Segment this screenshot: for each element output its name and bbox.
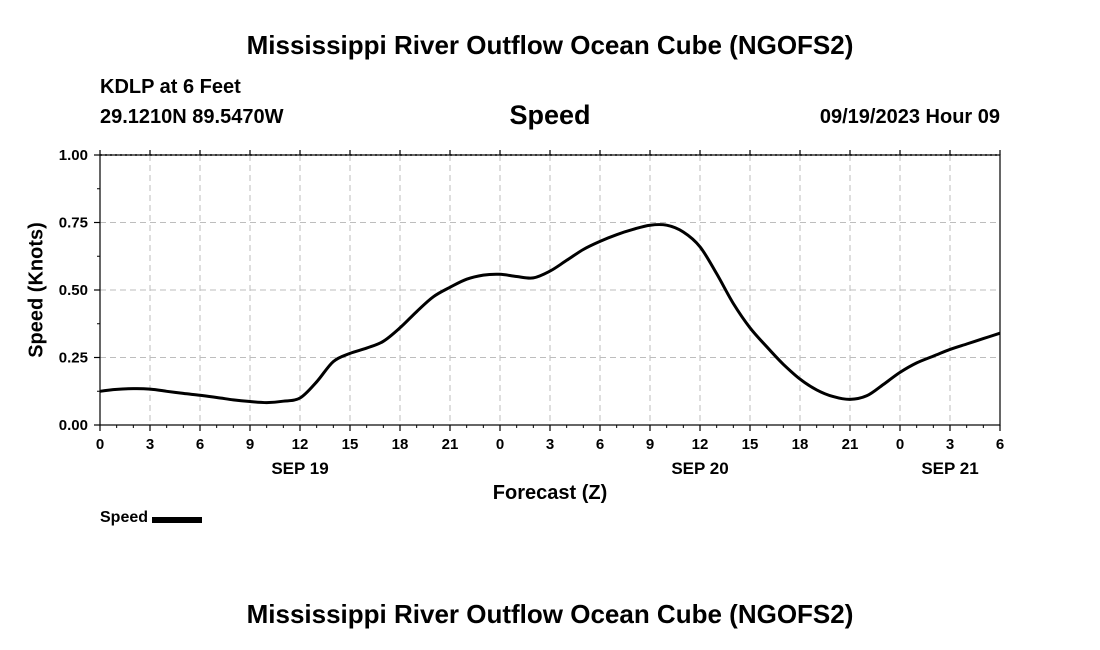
- x-tick-label: 21: [442, 436, 459, 453]
- x-tick-label: 21: [842, 436, 859, 453]
- grid: [100, 155, 1000, 425]
- x-tick-label: 0: [96, 436, 104, 453]
- y-tick-label: 0.25: [59, 350, 88, 367]
- series-layer: [99, 223, 1001, 405]
- date-label: SEP 19: [271, 459, 328, 478]
- chart-title: Mississippi River Outflow Ocean Cube (NG…: [246, 30, 854, 60]
- x-tick-label: 12: [292, 436, 309, 453]
- legend-label: Speed: [100, 509, 149, 526]
- x-tick-label: 9: [646, 436, 654, 453]
- station-coordinates: 29.1210N 89.5470W: [100, 106, 284, 128]
- run-time-label: 09/19/2023 Hour 09: [819, 106, 1000, 128]
- x-tick-label: 9: [246, 436, 254, 453]
- y-tick-label: 0.00: [59, 417, 88, 434]
- x-axis-label: Forecast (Z): [492, 482, 608, 504]
- footer-title: Mississippi River Outflow Ocean Cube (NG…: [246, 599, 854, 629]
- x-tick-label: 15: [742, 436, 759, 453]
- date-label: SEP 21: [921, 459, 978, 478]
- y-axis-label: Speed (Knots): [25, 222, 48, 358]
- x-tick-label: 0: [896, 436, 904, 453]
- x-tick-label: 15: [342, 436, 359, 453]
- x-tick-label: 18: [392, 436, 409, 453]
- y-tick-label: 1.00: [59, 147, 88, 164]
- legend-swatch: [152, 516, 203, 523]
- x-tick-label: 3: [946, 436, 954, 453]
- x-tick-label: 0: [496, 436, 504, 453]
- x-tick-label: 6: [996, 436, 1004, 453]
- x-tick-label: 6: [596, 436, 604, 453]
- x-tick-label: 18: [792, 436, 809, 453]
- legend: Speed: [100, 509, 203, 527]
- x-tick-label: 12: [692, 436, 709, 453]
- x-tick-label: 3: [546, 436, 554, 453]
- date-label: SEP 20: [671, 459, 728, 478]
- y-tick-label: 0.50: [59, 282, 88, 299]
- y-tick-label: 0.75: [59, 215, 88, 232]
- plot-title: Speed: [509, 100, 591, 130]
- speed-series-line: [99, 223, 1001, 405]
- station-label: KDLP at 6 Feet: [100, 76, 241, 98]
- x-tick-label: 3: [146, 436, 154, 453]
- axis-ticks: 0 3 6 9 12 15 18 21 0 3 6 9 12 15 18 21 0 3 6 0.00 0.25 0.50 0…: [59, 147, 1004, 478]
- x-tick-label: 6: [196, 436, 204, 453]
